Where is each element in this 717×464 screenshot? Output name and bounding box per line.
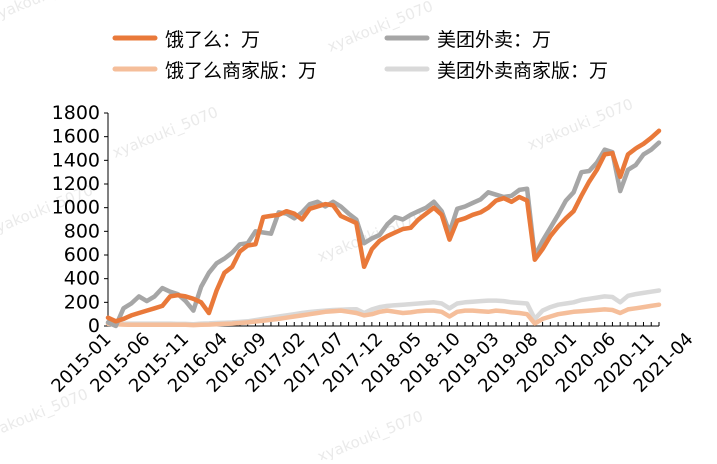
- y-tick-label: 1800: [52, 102, 100, 124]
- series-line: [105, 302, 662, 328]
- y-tick-label: 1400: [52, 149, 100, 171]
- watermark-text: xyakouki_5070: [0, 385, 91, 445]
- watermark-text: xyakouki_5070: [0, 0, 98, 27]
- legend-label: 饿了么商家版：万: [165, 60, 317, 82]
- y-tick-label: 800: [64, 220, 100, 242]
- y-tick-label: 1600: [52, 126, 100, 148]
- series-line: [105, 128, 662, 324]
- watermark-text: xyakouki_5070: [110, 103, 221, 163]
- y-tick-label: 200: [64, 291, 100, 313]
- y-tick-label: 600: [64, 244, 100, 266]
- watermark-text: xyakouki_5070: [315, 407, 426, 460]
- legend-label: 美团外卖商家版：万: [437, 60, 608, 82]
- series-line: [105, 140, 662, 329]
- y-tick-label: 400: [64, 268, 100, 290]
- watermark-text: xyakouki_5070: [525, 95, 636, 155]
- series-layer: [105, 128, 662, 329]
- y-tick-label: 1200: [52, 173, 100, 195]
- legend-label: 饿了么：万: [165, 29, 260, 51]
- watermark-text: xyakouki_5070: [325, 0, 436, 57]
- y-tick-label: 0: [88, 315, 100, 337]
- legend-label: 美团外卖：万: [437, 29, 551, 51]
- y-tick-label: 1000: [52, 197, 100, 219]
